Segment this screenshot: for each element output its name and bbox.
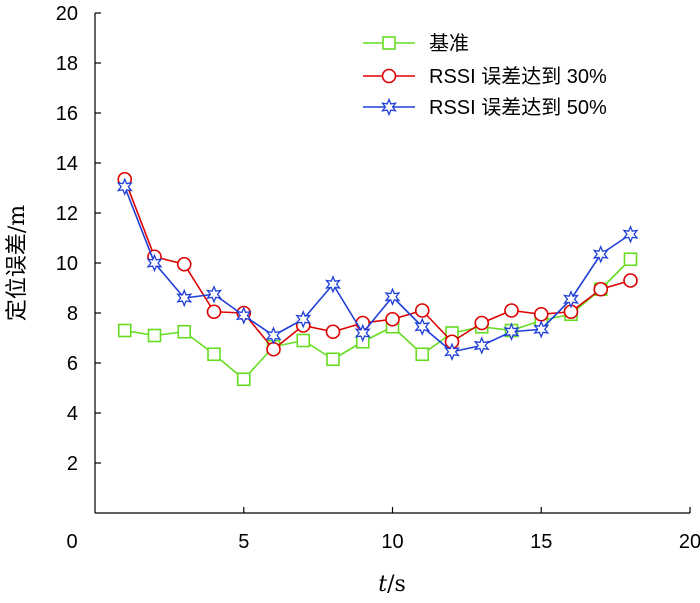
series-0 (117, 252, 638, 387)
y-tick-label: 14 (56, 153, 78, 175)
data-point (176, 288, 193, 308)
x-axis-title-unit: /s (387, 572, 406, 597)
series-line (124, 258, 632, 381)
data-point (533, 320, 550, 339)
data-point (235, 306, 252, 325)
data-point (325, 324, 341, 340)
y-tick-label: 8 (67, 303, 78, 325)
data-point (295, 310, 312, 329)
data-point (504, 303, 519, 318)
data-point (325, 275, 341, 294)
series-layer (116, 171, 639, 387)
x-tick-label: 10 (381, 531, 403, 553)
legend-item-baseline: 基准 (363, 32, 469, 55)
legend-label-rssi-50: RSSI 误差达到 50% (429, 96, 607, 119)
data-point (354, 323, 371, 343)
data-point (622, 225, 639, 244)
data-point (236, 372, 251, 387)
data-point (206, 285, 222, 304)
data-point (384, 287, 401, 306)
legend-circle-marker (381, 68, 397, 84)
y-tick-label: 4 (67, 403, 78, 425)
series-1 (117, 171, 638, 357)
data-point (116, 177, 133, 196)
y-axis-ticks: 2 4 6 8 10 12 14 16 18 20 (56, 3, 101, 475)
y-axis-title: 定位误差/m (5, 205, 30, 321)
y-tick-label: 18 (56, 53, 78, 75)
data-point (474, 315, 490, 331)
data-point (563, 290, 579, 309)
data-point (415, 347, 430, 362)
data-point (146, 253, 163, 273)
data-point (117, 323, 132, 338)
legend-item-rssi-30: RSSI 误差达到 30% (363, 65, 607, 88)
data-point (147, 328, 162, 343)
legend: 基准 RSSI 误差达到 30% RSSI 误差达到 50% (363, 32, 607, 119)
data-point (414, 303, 430, 318)
x-axis-title: t/s (378, 572, 406, 597)
data-point (623, 273, 638, 288)
x-axis-ticks: 5 10 15 20 (238, 507, 700, 553)
y-tick-label: 12 (56, 203, 78, 225)
series-2 (116, 177, 639, 361)
legend-item-rssi-50: RSSI 误差达到 50% (363, 96, 607, 119)
y-tick-label: 6 (67, 353, 78, 375)
data-point (326, 352, 340, 367)
data-point (473, 336, 490, 355)
legend-label-baseline: 基准 (429, 32, 469, 55)
data-point (414, 317, 431, 336)
data-point (265, 326, 282, 345)
legend-square-marker (382, 36, 396, 50)
data-point (206, 304, 222, 320)
data-point (444, 342, 460, 361)
data-point (177, 324, 192, 339)
y-tick-label: 16 (56, 103, 78, 125)
data-point (385, 311, 400, 327)
data-point (623, 252, 638, 267)
x-tick-label: 15 (530, 531, 552, 553)
data-point (207, 347, 221, 362)
x-axis-title-variable: t (378, 572, 387, 597)
y-tick-label: 2 (67, 453, 78, 475)
origin-label: 0 (66, 531, 77, 553)
legend-star-marker (381, 97, 397, 117)
data-point (503, 322, 520, 341)
x-tick-label: 5 (238, 531, 249, 553)
data-point (592, 245, 609, 264)
y-tick-label: 10 (56, 253, 78, 275)
x-tick-label: 20 (679, 531, 700, 553)
data-point (176, 256, 192, 272)
series-line (124, 178, 631, 351)
data-point (533, 306, 549, 322)
data-point (296, 333, 311, 348)
legend-label-rssi-30: RSSI 误差达到 30% (429, 65, 607, 88)
series-line (124, 186, 631, 353)
y-tick-label: 20 (56, 3, 78, 25)
data-point (593, 281, 609, 297)
